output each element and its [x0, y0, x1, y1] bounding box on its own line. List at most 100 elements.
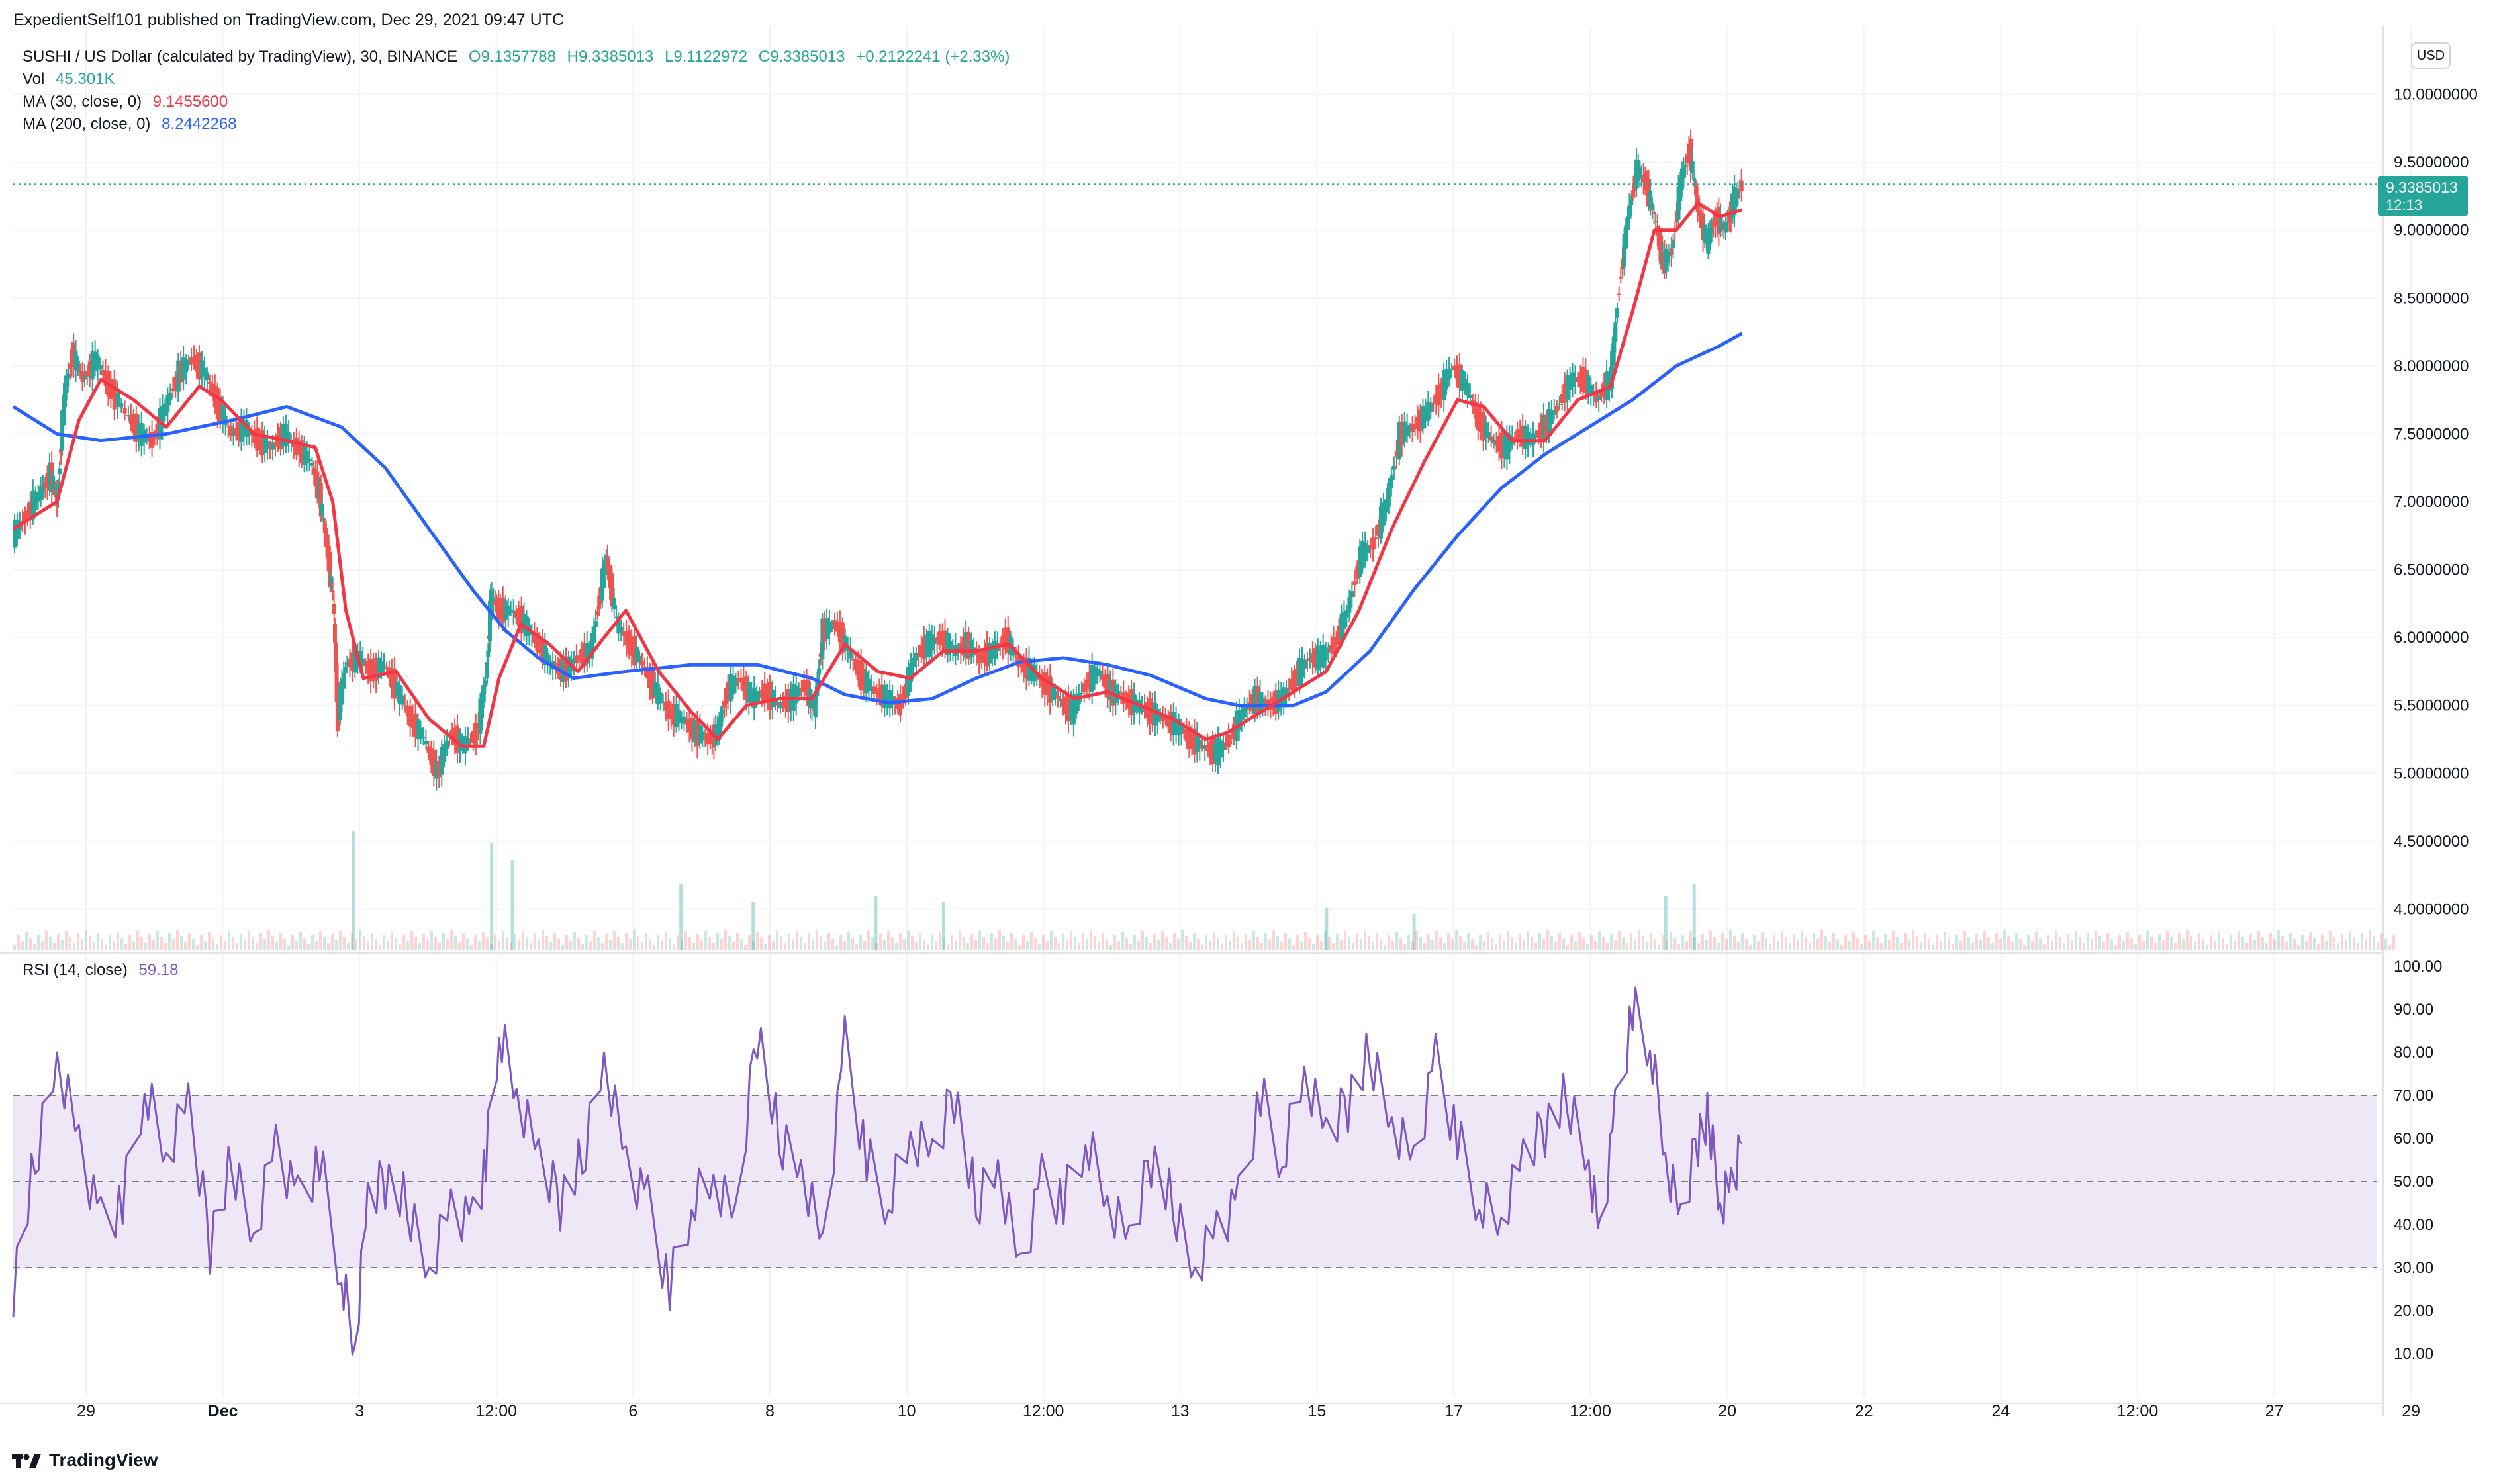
candle-body: [1605, 371, 1609, 400]
candle-body: [1455, 365, 1460, 379]
volume-bar: [506, 937, 508, 950]
volume-bar: [466, 939, 469, 950]
volume-bar: [85, 930, 87, 950]
candle-body: [827, 622, 831, 633]
volume-bar: [1038, 944, 1041, 950]
volume-bar: [2277, 930, 2280, 950]
volume-bar: [1030, 932, 1033, 950]
volume-bar: [891, 937, 894, 950]
candle-body: [87, 361, 92, 377]
volume-bar: [2035, 932, 2038, 950]
volume-bar: [959, 931, 961, 950]
candle-body: [1013, 656, 1018, 658]
ohlc-close: C9.3385013: [758, 48, 845, 66]
candle-body: [1182, 731, 1186, 734]
ma30-legend[interactable]: MA (30, close, 0) 9.1455600: [23, 93, 234, 111]
candle-body: [961, 637, 966, 656]
candle-body: [483, 680, 488, 687]
candle-body: [445, 741, 449, 749]
volume-bar: [1765, 938, 1767, 950]
candle-body: [343, 667, 348, 673]
volume-bar: [1606, 943, 1609, 950]
tradingview-logo[interactable]: TradingView: [12, 1447, 158, 1473]
ma200-legend[interactable]: MA (200, close, 0) 8.2442268: [23, 115, 244, 134]
candle-body: [579, 649, 584, 663]
volume-bar: [2222, 938, 2224, 950]
volume-bar: [2341, 934, 2343, 950]
volume-bar: [387, 941, 389, 950]
volume-bar: [144, 943, 147, 950]
candle-body: [421, 737, 426, 739]
time-axis-label: 20: [1718, 1402, 1736, 1420]
volume-bar: [2106, 933, 2109, 950]
volume-bar: [1312, 944, 1315, 950]
candle-body: [485, 662, 489, 678]
volume-bar: [1852, 932, 1855, 950]
ohlc-open: O9.1357788: [468, 48, 556, 66]
candle-body: [112, 379, 117, 410]
candle-body: [757, 694, 762, 696]
volume-bar: [303, 938, 306, 950]
candle-body: [519, 606, 524, 634]
candle-body: [1478, 412, 1483, 432]
candle-body: [775, 702, 780, 706]
volume-bar: [1010, 933, 1013, 950]
candle-body: [402, 705, 407, 707]
time-axis-label: 29: [77, 1402, 95, 1420]
volume-bar: [490, 944, 493, 950]
volume-bar: [1955, 935, 1958, 950]
candle-body: [590, 633, 594, 659]
volume-bar: [2349, 931, 2351, 950]
candle-body: [384, 667, 389, 669]
volume-bar: [941, 902, 945, 950]
volume-bar: [2114, 945, 2117, 950]
candle-body: [389, 668, 394, 688]
candle-body: [418, 727, 423, 739]
volume-bar: [561, 945, 564, 950]
currency-badge[interactable]: USD: [2411, 42, 2451, 69]
rsi-label: RSI (14, close): [23, 961, 128, 979]
volume-bar: [1340, 940, 1343, 950]
time-axis-label: 15: [1307, 1402, 1326, 1420]
volume-bar: [1145, 937, 1148, 950]
volume-bar: [1070, 931, 1072, 950]
candle-body: [720, 710, 725, 714]
candle-body: [1720, 222, 1724, 230]
candle-body: [45, 473, 50, 488]
candle-body: [381, 665, 386, 667]
ma30-label: MA (30, close, 0): [23, 93, 142, 111]
rsi-axis-label: 80.00: [2394, 1044, 2433, 1062]
volume-bar: [105, 945, 107, 950]
volume-bar: [1292, 945, 1295, 950]
candle-body: [147, 435, 152, 442]
candle-body: [1250, 694, 1254, 712]
volume-bar: [236, 943, 238, 950]
volume-bar: [2218, 932, 2220, 950]
volume-bar: [1987, 937, 1990, 950]
volume-bar: [569, 941, 572, 950]
candle-body: [1321, 645, 1325, 668]
candle-body: [992, 641, 997, 659]
volume-bar: [2329, 931, 2332, 950]
volume-bar: [1256, 937, 1259, 950]
candle-body: [405, 706, 410, 716]
volume-bar: [1844, 935, 1847, 950]
candle-body: [614, 616, 619, 618]
volume-bar: [1511, 937, 1513, 950]
volume-bar: [1534, 943, 1537, 950]
symbol-legend[interactable]: SUSHI / US Dollar (calculated by Trading…: [23, 48, 1016, 66]
candle-body: [837, 622, 842, 643]
candle-body: [98, 365, 103, 370]
candle-body: [1087, 672, 1092, 690]
candle-body: [601, 565, 606, 588]
candle-body: [511, 610, 516, 613]
candle-body: [342, 672, 346, 689]
volume-bar: [1133, 935, 1136, 950]
rsi-legend[interactable]: RSI (14, close) 59.18: [23, 961, 185, 980]
volume-bar: [65, 931, 68, 950]
candle-body: [1307, 657, 1312, 659]
rsi-axis-label: 40.00: [2394, 1216, 2433, 1234]
volume-legend[interactable]: Vol 45.301K: [23, 70, 121, 89]
candle-body: [263, 435, 267, 453]
